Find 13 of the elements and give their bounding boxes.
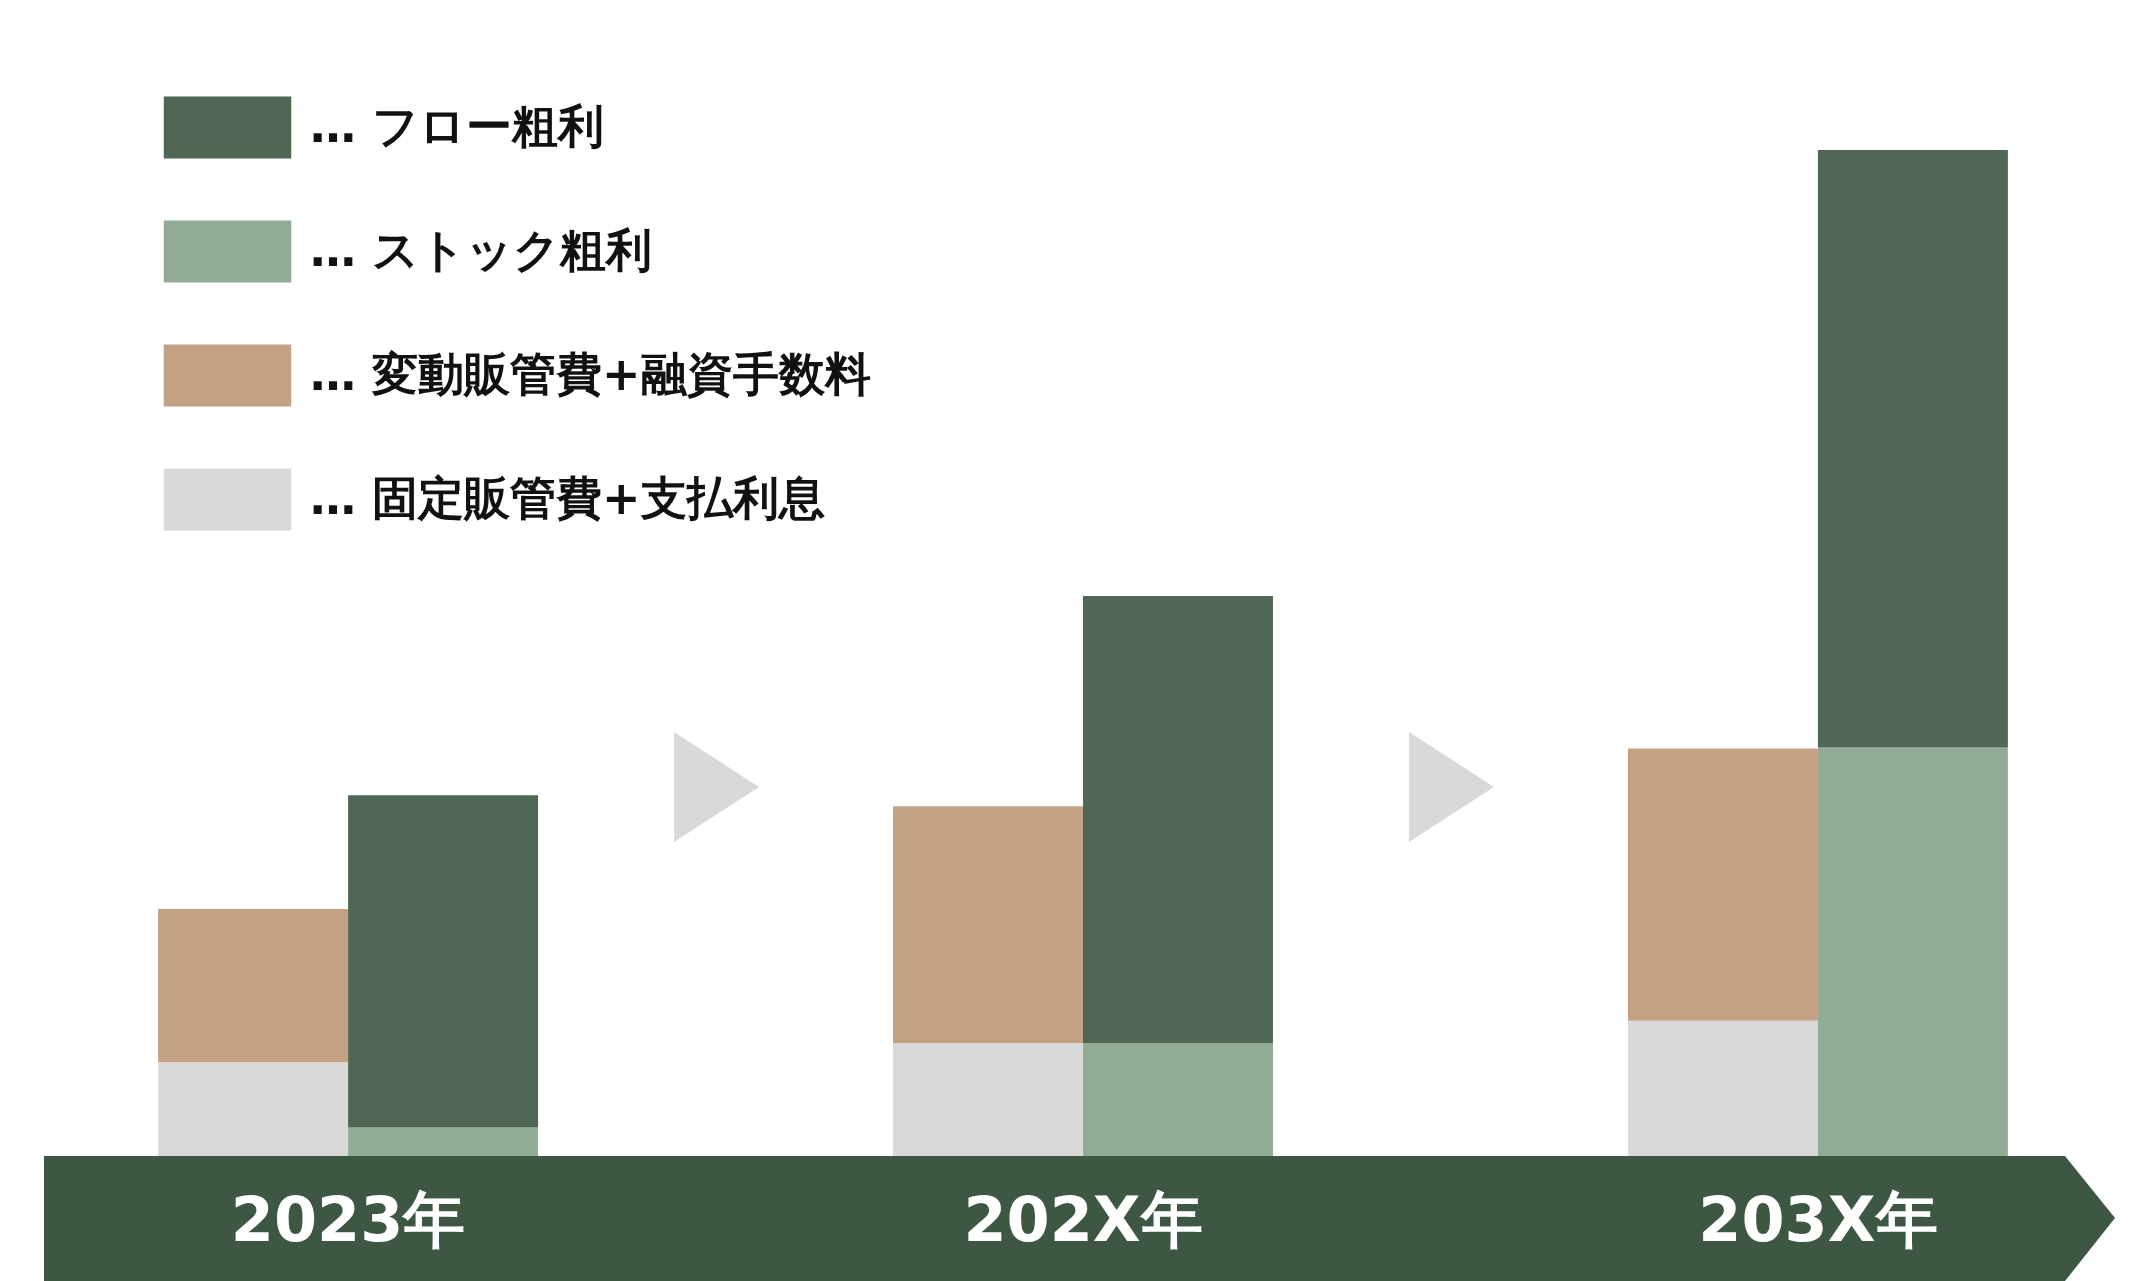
legend-label: … ストック粗利 [310,222,653,277]
bar [158,908,349,1063]
bar [1817,150,2008,748]
bar [348,795,539,1128]
legend-label: … フロー粗利 [310,98,605,153]
bar [893,806,1083,1044]
text: 2023年 [230,1183,466,1256]
text: 202X年 [963,1183,1203,1256]
text: 203X年 [1698,1183,1938,1256]
legend-label: … 変動販管費+融資手数料 [310,346,871,401]
legend-label: … 固定販管費+支払利息 [310,470,825,525]
bar [1627,748,1818,1021]
bar [1083,596,1273,1044]
